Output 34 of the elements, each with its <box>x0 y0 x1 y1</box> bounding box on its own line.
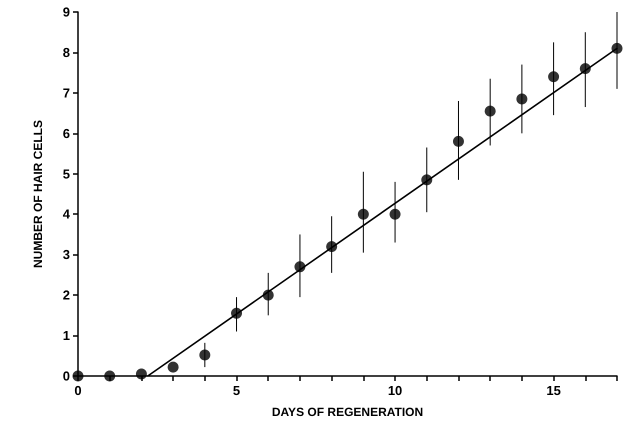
point <box>104 370 116 382</box>
point <box>262 290 274 301</box>
y-tick-label: 6 <box>62 126 70 141</box>
y-tick-label: 7 <box>62 85 70 100</box>
point <box>421 174 432 186</box>
x-tick-label: 15 <box>546 383 561 398</box>
point <box>548 71 560 82</box>
point <box>231 308 242 319</box>
y-tick-label: 5 <box>62 166 70 182</box>
point <box>72 370 84 382</box>
point <box>358 208 369 220</box>
point <box>612 42 622 54</box>
point <box>294 261 306 272</box>
x-axis-title: DAYS OF REGENERATION <box>272 405 424 419</box>
x-tick-label: 10 <box>388 383 402 398</box>
x-tick-label: 0 <box>74 383 82 398</box>
y-tick-label: 0 <box>62 368 70 384</box>
point <box>580 63 591 74</box>
point <box>484 106 496 117</box>
y-tick-label: 1 <box>62 328 70 344</box>
y-tick-label: 2 <box>62 288 70 303</box>
point <box>199 349 210 360</box>
x-tick-label: 5 <box>232 383 240 398</box>
point <box>168 362 179 373</box>
y-tick-label: 3 <box>62 247 70 262</box>
point <box>516 93 528 104</box>
point <box>326 241 338 252</box>
point <box>136 368 147 380</box>
point <box>390 208 401 220</box>
y-tick-label: 8 <box>62 44 70 60</box>
y-axis-title: NUMBER OF HAIR CELLS <box>31 120 45 268</box>
y-tick-label: 9 <box>62 4 70 20</box>
y-tick-label: 4 <box>62 206 71 222</box>
point <box>452 136 464 147</box>
